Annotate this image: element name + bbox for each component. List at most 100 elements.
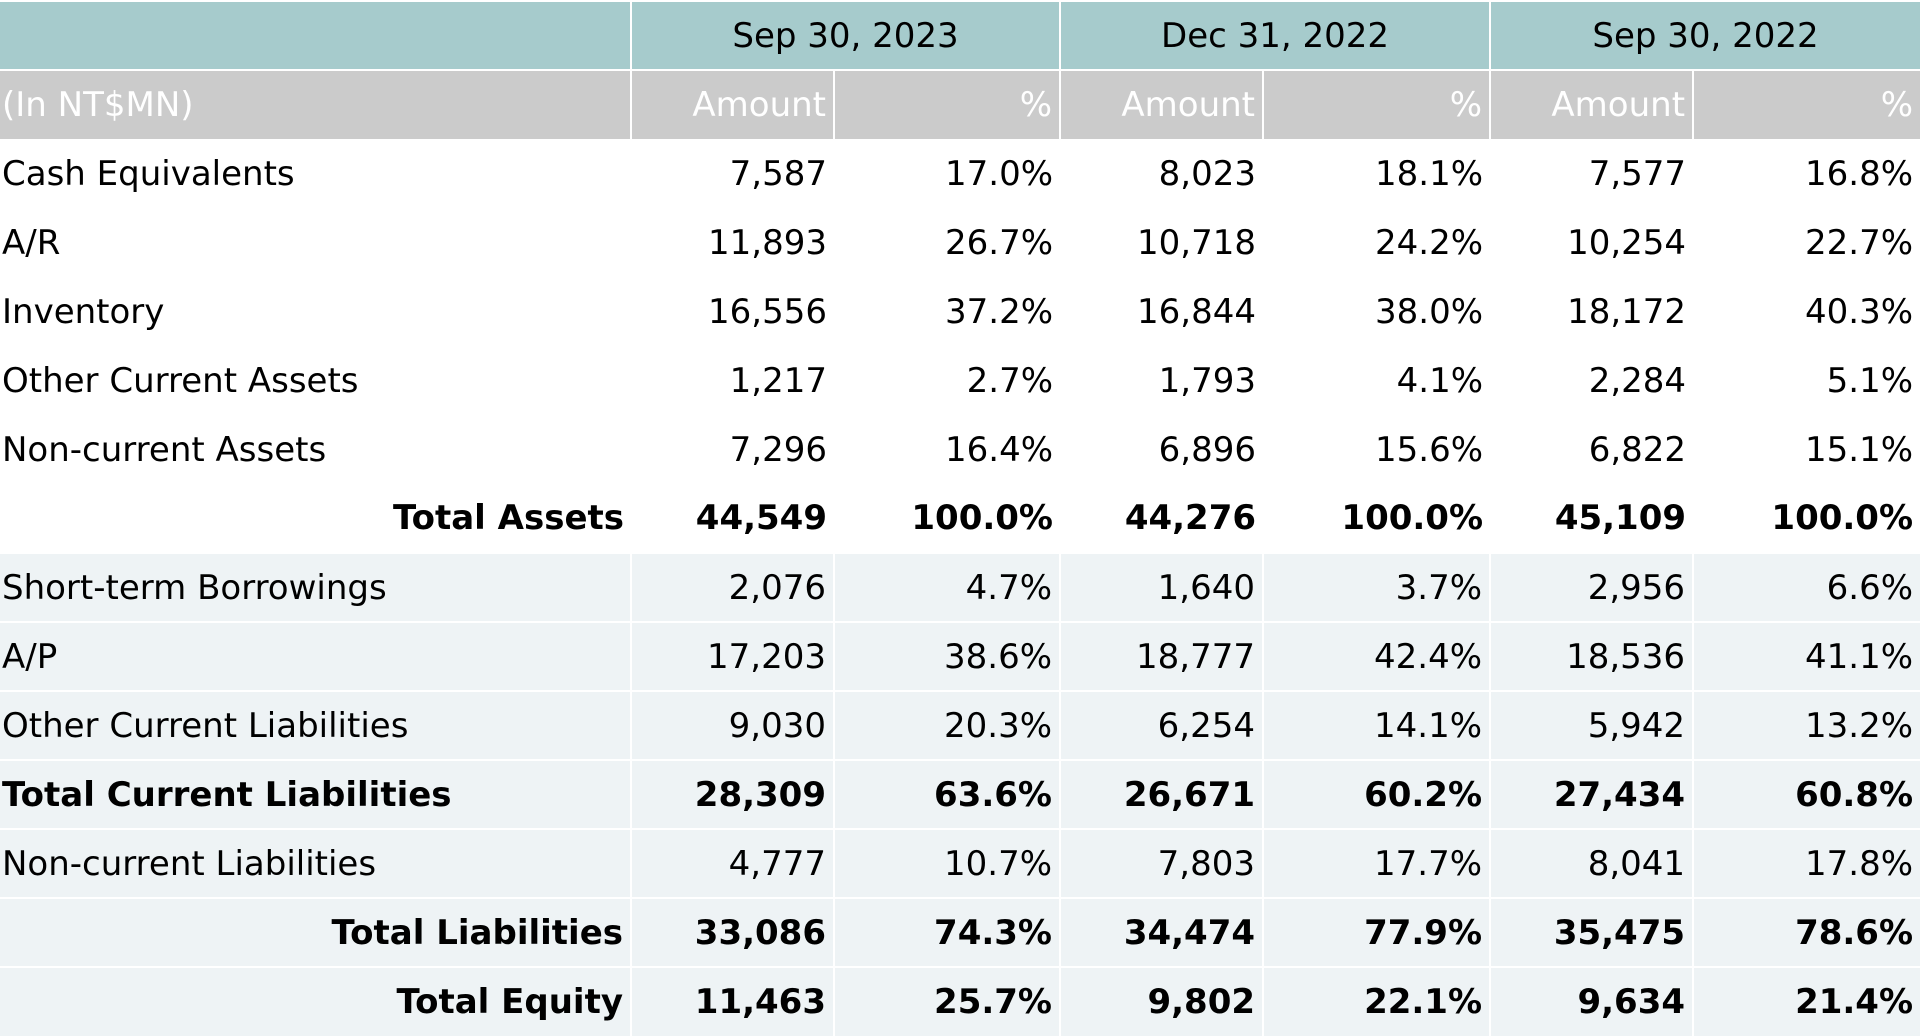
amount-cell: 18,536	[1489, 621, 1694, 691]
percent-cell: 74.3%	[832, 897, 1061, 967]
percent-cell: 20.3%	[832, 690, 1061, 760]
amount-cell: 18,777	[1059, 621, 1264, 691]
percent-cell: 77.9%	[1262, 897, 1491, 967]
amount-column-header: Amount	[1489, 69, 1694, 139]
row-label: Total Current Liabilities	[0, 759, 631, 829]
table-row-total-current-liabilities: Total Current Liabilities 28,309 63.6% 2…	[0, 759, 1920, 829]
row-label: Other Current Assets	[2, 360, 359, 401]
column-header-row: (In NT$MN) Amount % Amount % Amount %	[0, 69, 1920, 139]
amount-cell: 2,076	[630, 552, 834, 622]
amount-cell: 1,640	[1059, 552, 1264, 622]
row-label: Inventory	[2, 291, 165, 332]
row-label: Total Equity	[0, 966, 631, 1036]
amount-cell: 35,475	[1489, 897, 1694, 967]
row-label: Cash Equivalents	[2, 153, 295, 194]
percent-cell: 100.0%	[1771, 498, 1914, 538]
amount-cell: 8,023	[1158, 153, 1257, 194]
percent-cell: 100.0%	[911, 498, 1054, 538]
percent-column-header: %	[832, 69, 1061, 139]
row-label: Total Assets	[392, 498, 624, 538]
table-row-cash-equivalents: Cash Equivalents 7,587 17.0% 8,023 18.1%…	[0, 139, 1920, 208]
table-row-ap: A/P 17,203 38.6% 18,777 42.4% 18,536 41.…	[0, 621, 1920, 691]
amount-cell: 6,254	[1059, 690, 1264, 760]
amount-cell: 1,793	[1158, 360, 1257, 401]
percent-cell: 42.4%	[1262, 621, 1491, 691]
amount-cell: 28,309	[630, 759, 834, 829]
percent-cell: 15.6%	[1375, 429, 1484, 470]
row-label: A/P	[0, 621, 631, 691]
percent-cell: 24.2%	[1375, 222, 1484, 263]
amount-cell: 2,956	[1489, 552, 1694, 622]
amount-cell: 9,802	[1059, 966, 1264, 1036]
period-header: Dec 31, 2022	[1059, 0, 1491, 70]
amount-cell: 34,474	[1059, 897, 1264, 967]
amount-cell: 45,109	[1554, 498, 1687, 538]
table-row-total-equity: Total Equity 11,463 25.7% 9,802 22.1% 9,…	[0, 966, 1920, 1036]
amount-cell: 8,041	[1489, 828, 1694, 898]
percent-cell: 13.2%	[1692, 690, 1920, 760]
table-row-inventory: Inventory 16,556 37.2% 16,844 38.0% 18,1…	[0, 277, 1920, 346]
amount-cell: 26,671	[1059, 759, 1264, 829]
amount-cell: 11,893	[708, 222, 827, 263]
percent-cell: 21.4%	[1692, 966, 1920, 1036]
row-label: Short-term Borrowings	[0, 552, 631, 622]
amount-cell: 7,296	[729, 429, 827, 470]
table-row-non-current-liabilities: Non-current Liabilities 4,777 10.7% 7,80…	[0, 828, 1920, 898]
percent-cell: 78.6%	[1692, 897, 1920, 967]
percent-cell: 22.1%	[1262, 966, 1491, 1036]
amount-cell: 7,577	[1588, 153, 1687, 194]
percent-cell: 25.7%	[832, 966, 1061, 1036]
amount-cell: 27,434	[1489, 759, 1694, 829]
percent-cell: 100.0%	[1341, 498, 1484, 538]
table-row-total-liabilities: Total Liabilities 33,086 74.3% 34,474 77…	[0, 897, 1920, 967]
row-label: Total Liabilities	[0, 897, 631, 967]
amount-cell: 18,172	[1567, 291, 1687, 332]
percent-cell: 63.6%	[832, 759, 1061, 829]
amount-cell: 1,217	[729, 360, 827, 401]
percent-cell: 16.8%	[1805, 153, 1914, 194]
period-header: Sep 30, 2022	[1489, 0, 1920, 70]
amount-cell: 7,587	[729, 153, 827, 194]
percent-cell: 16.4%	[945, 429, 1054, 470]
header-corner-cell	[0, 0, 631, 70]
table-row-other-current-assets: Other Current Assets 1,217 2.7% 1,793 4.…	[0, 346, 1920, 415]
percent-cell: 17.8%	[1692, 828, 1920, 898]
percent-cell: 40.3%	[1805, 291, 1914, 332]
percent-cell: 60.2%	[1262, 759, 1491, 829]
row-label: Non-current Liabilities	[0, 828, 631, 898]
amount-cell: 33,086	[630, 897, 834, 967]
percent-cell: 26.7%	[945, 222, 1054, 263]
amount-cell: 10,254	[1567, 222, 1687, 263]
row-label: Non-current Assets	[2, 429, 327, 470]
amount-cell: 6,822	[1588, 429, 1687, 470]
percent-cell: 4.7%	[832, 552, 1061, 622]
amount-cell: 16,844	[1137, 291, 1257, 332]
percent-cell: 60.8%	[1692, 759, 1920, 829]
table-row-other-current-liabilities: Other Current Liabilities 9,030 20.3% 6,…	[0, 690, 1920, 760]
amount-cell: 7,803	[1059, 828, 1264, 898]
amount-cell: 16,556	[708, 291, 827, 332]
amount-column-header: Amount	[630, 69, 834, 139]
amount-cell: 44,276	[1124, 498, 1257, 538]
percent-cell: 6.6%	[1692, 552, 1920, 622]
percent-column-header: %	[1262, 69, 1491, 139]
percent-cell: 17.7%	[1262, 828, 1491, 898]
amount-cell: 4,777	[630, 828, 834, 898]
percent-cell: 22.7%	[1805, 222, 1914, 263]
period-header: Sep 30, 2023	[629, 0, 1061, 70]
percent-cell: 3.7%	[1262, 552, 1491, 622]
percent-cell: 17.0%	[945, 153, 1054, 194]
percent-cell: 15.1%	[1805, 429, 1914, 470]
amount-cell: 2,284	[1588, 360, 1687, 401]
percent-cell: 14.1%	[1262, 690, 1491, 760]
amount-cell: 9,030	[630, 690, 834, 760]
amount-cell: 10,718	[1137, 222, 1257, 263]
amount-cell: 44,549	[695, 498, 827, 538]
table-row-non-current-assets: Non-current Assets 7,296 16.4% 6,896 15.…	[0, 415, 1920, 484]
row-label: Other Current Liabilities	[0, 690, 631, 760]
percent-cell: 18.1%	[1375, 153, 1484, 194]
percent-cell: 4.1%	[1396, 360, 1484, 401]
amount-column-header: Amount	[1059, 69, 1264, 139]
table-row-ar: A/R 11,893 26.7% 10,718 24.2% 10,254 22.…	[0, 208, 1920, 277]
